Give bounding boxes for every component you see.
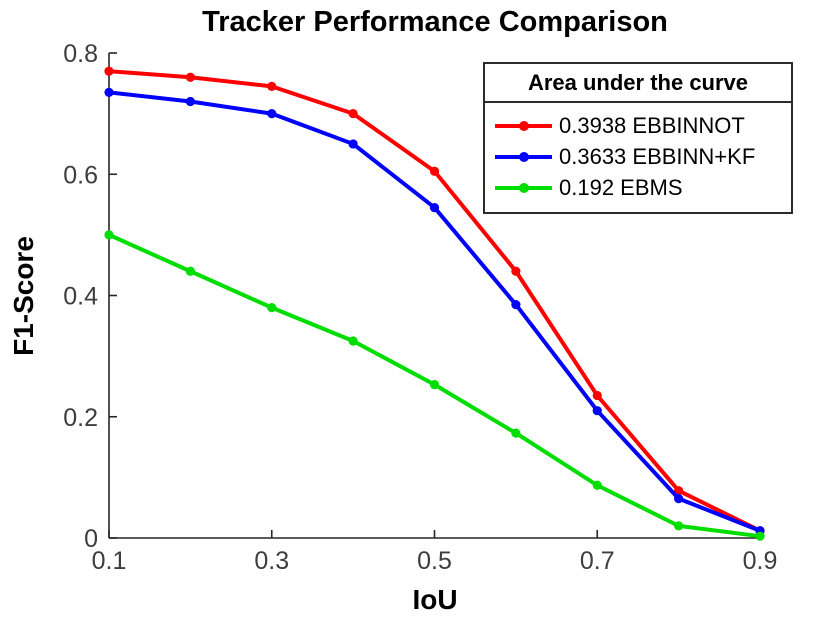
legend-line-marker-icon [495,182,552,193]
data-point-EBBINN+KF [511,299,521,310]
y-tick-label: 0.2 [63,404,98,432]
y-axis-label: F1-Score [8,236,39,356]
legend-entry-ebms: 0.192 EBMS [495,172,781,203]
data-point-EBBINNOT [429,166,440,176]
legend-entry-label: 0.3633 EBBINN+KF [559,143,756,169]
data-point-EBBINN+KF [348,139,358,149]
data-point-EBBINNOT [348,109,358,119]
data-point-EBMS [267,303,277,313]
x-tick-label: 0.1 [92,547,127,575]
y-tick-label: 0.4 [63,283,98,311]
legend-entry-ebbinn-kf: 0.3633 EBBINN+KF [495,141,781,172]
chart-title: Tracker Performance Comparison [202,6,668,38]
y-tick-label: 0.8 [63,40,98,68]
x-tick-label: 0.7 [580,547,615,575]
data-point-EBBINN+KF [267,109,277,119]
x-axis-label: IoU [412,584,458,615]
data-point-EBMS [104,230,114,240]
data-point-EBBINNOT [267,81,277,91]
legend-rows: 0.3938 EBBINNOT 0.3633 EBBINN+KF 0.192 E… [485,103,791,212]
data-point-EBBINNOT [185,72,195,82]
legend: Area under the curve 0.3938 EBBINNOT 0.3… [483,62,793,214]
data-point-EBMS [185,266,195,276]
data-point-EBMS [755,531,765,541]
y-tick-label: 0 [84,525,98,553]
legend-line-marker-icon [495,151,552,162]
data-point-EBBINNOT [511,266,521,276]
x-tick-label: 0.3 [254,547,289,575]
data-point-EBMS [348,336,358,346]
legend-title: Area under the curve [485,64,791,103]
legend-entry-label: 0.3938 EBBINNOT [559,112,745,138]
data-point-EBBINN+KF [104,87,114,98]
data-point-EBBINNOT [592,390,602,401]
legend-line-marker-icon [495,120,552,131]
data-point-EBBINNOT [104,66,114,76]
data-point-EBBINN+KF [674,493,684,504]
data-point-EBBINN+KF [592,406,602,416]
data-point-EBBINN+KF [185,96,195,107]
data-point-EBMS [592,480,602,490]
data-point-EBBINNOT [674,486,684,496]
data-point-EBMS [511,428,521,438]
legend-entry-ebbinnot: 0.3938 EBBINNOT [495,110,781,141]
y-tick-label: 0.6 [63,161,98,189]
data-point-EBMS [674,521,684,531]
x-tick-label: 0.5 [417,547,452,575]
x-tick-label: 0.9 [743,547,778,575]
data-point-EBBINN+KF [429,202,440,213]
data-point-EBMS [429,380,440,390]
legend-entry-label: 0.192 EBMS [559,174,683,200]
